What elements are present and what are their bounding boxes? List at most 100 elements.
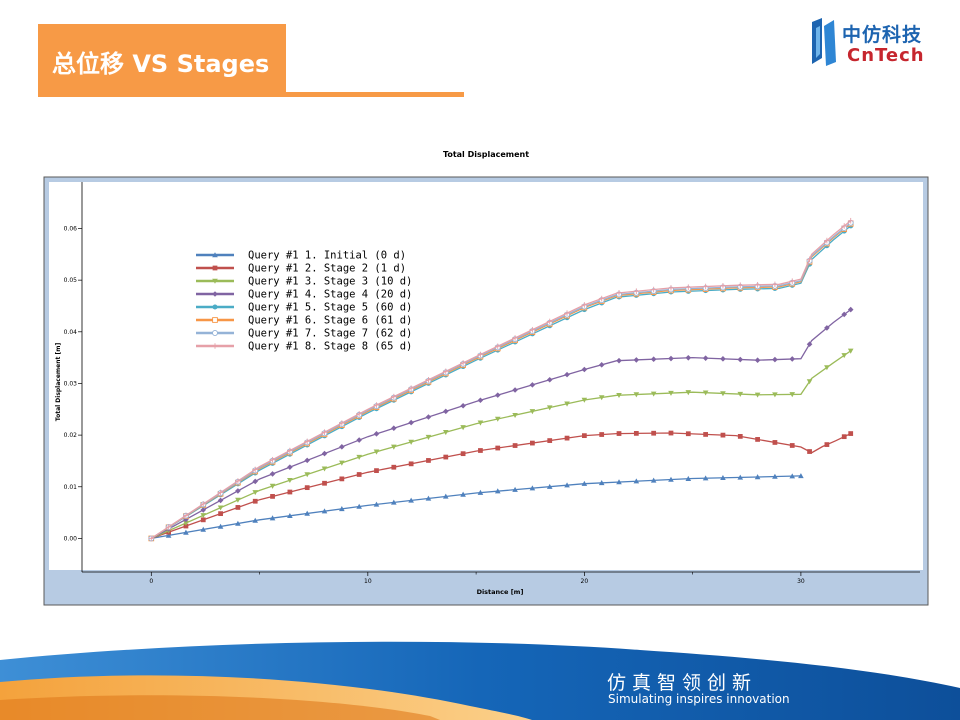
data-point: [702, 283, 709, 290]
data-point: [789, 356, 796, 362]
data-point: [217, 497, 224, 504]
data-point: [269, 515, 276, 521]
data-point: [408, 439, 414, 445]
data-point: [442, 430, 449, 436]
data-point: [754, 392, 761, 398]
legend-marker: [212, 343, 218, 349]
data-point: [477, 420, 484, 426]
data-point: [789, 278, 796, 284]
data-point: [754, 474, 761, 480]
data-point: [408, 461, 414, 467]
data-point: [564, 435, 570, 441]
data-point: [269, 483, 276, 489]
data-point: [235, 478, 241, 484]
data-point: [304, 438, 310, 445]
data-point: [218, 511, 223, 517]
data-point: [494, 488, 501, 494]
data-point: [806, 379, 813, 385]
data-point: [321, 450, 328, 457]
data-point: [581, 366, 588, 373]
data-point: [847, 348, 854, 354]
data-point: [798, 473, 804, 479]
data-point: [616, 479, 622, 485]
data-point: [737, 474, 744, 480]
data-point: [356, 503, 362, 509]
data-point: [737, 356, 744, 363]
legend-label: Query #1 2. Stage 2 (1 d): [248, 263, 406, 275]
data-point: [668, 390, 674, 396]
data-point: [373, 449, 380, 455]
data-point: [460, 451, 466, 457]
data-point: [339, 460, 345, 466]
slide-title: 总位移 VS Stages: [52, 50, 270, 78]
y-tick-label: 0.06: [64, 225, 78, 232]
data-point: [200, 526, 207, 532]
legend-label: Query #1 7. Stage 7 (62 d): [248, 328, 412, 340]
legend-label: Query #1 6. Stage 6 (61 d): [248, 315, 412, 327]
data-point: [824, 325, 830, 331]
data-point: [217, 489, 224, 496]
data-point: [442, 493, 449, 499]
chart-series: [148, 217, 854, 542]
data-point: [546, 405, 553, 411]
data-point: [841, 311, 848, 318]
data-point: [720, 283, 726, 289]
data-point: [460, 402, 466, 409]
legend-label: Query #1 5. Stage 5 (60 d): [248, 302, 412, 314]
legend-label: Query #1 3. Stage 3 (10 d): [248, 276, 412, 288]
data-point: [841, 223, 848, 229]
data-point: [287, 464, 293, 470]
data-point: [772, 440, 778, 445]
data-point: [651, 430, 657, 436]
data-point: [598, 362, 605, 368]
data-point: [668, 355, 674, 362]
data-point: [807, 449, 812, 454]
data-point: [425, 434, 432, 440]
data-point: [512, 443, 518, 448]
data-point: [373, 501, 380, 507]
data-point: [806, 256, 813, 263]
data-point: [252, 517, 259, 523]
series-2: [148, 430, 854, 541]
data-point: [270, 494, 275, 499]
data-point: [668, 285, 674, 291]
data-point: [529, 409, 536, 415]
data-point: [426, 458, 431, 463]
data-point: [650, 286, 657, 293]
data-point: [598, 480, 605, 486]
data-point: [848, 431, 854, 436]
y-tick-label: 0.01: [64, 484, 78, 491]
x-tick-label: 30: [797, 578, 805, 585]
data-point: [494, 343, 501, 350]
data-point: [772, 281, 778, 288]
data-point: [235, 497, 241, 503]
data-point: [148, 535, 155, 542]
data-point: [581, 480, 588, 486]
data-point: [512, 387, 518, 393]
data-point: [287, 489, 293, 495]
data-point: [599, 432, 605, 437]
logo-english-name: CnTech: [847, 45, 925, 66]
data-point: [720, 474, 726, 481]
data-point: [252, 466, 259, 473]
data-point: [477, 351, 484, 358]
data-point: [425, 376, 432, 383]
cntech-logo-icon: [812, 18, 836, 66]
slogan-english: Simulating inspires innovation: [608, 692, 790, 706]
data-point: [478, 448, 483, 453]
data-point: [633, 288, 640, 294]
chart-axes: 0 10 20 30 0.00 0.01 0.02 0.03 0.04 0.05 0.06: [64, 182, 920, 585]
data-point: [598, 395, 605, 401]
data-point: [183, 512, 189, 519]
data-point: [546, 376, 553, 383]
data-point: [494, 392, 501, 398]
data-point: [304, 485, 310, 491]
data-point: [287, 478, 293, 484]
data-point: [356, 454, 362, 460]
data-point: [408, 419, 414, 426]
data-point: [668, 430, 674, 436]
data-point: [391, 464, 397, 470]
data-point: [841, 353, 848, 359]
data-point: [391, 499, 397, 505]
series-4: [148, 306, 854, 542]
